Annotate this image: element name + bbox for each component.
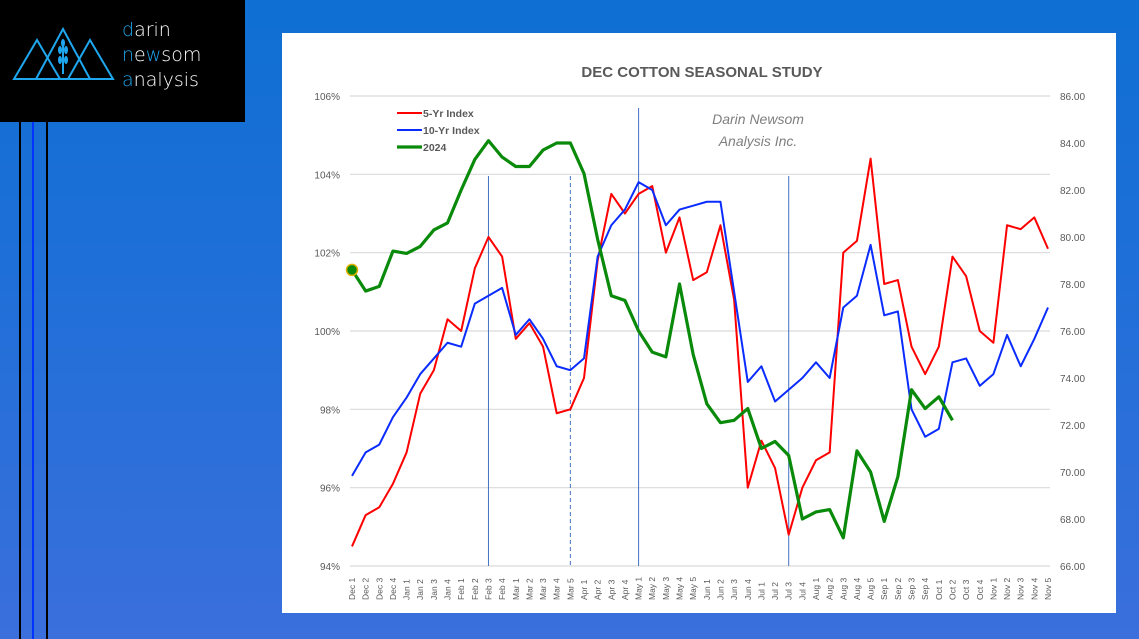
right-tick-label: 80.00 [1060,233,1085,244]
x-tick-label: May 5 [688,577,698,600]
x-tick-label: Mar 2 [524,578,534,600]
right-tick-label: 72.00 [1060,421,1085,432]
left-tick-label: 104% [314,170,340,181]
x-tick-label: Feb 2 [470,578,480,600]
x-tick-label: Dec 2 [361,578,371,600]
decor-line [19,122,21,639]
legend-label: 2024 [423,142,447,154]
x-tick-label: Apr 4 [620,579,630,600]
x-tick-label: Mar 4 [552,578,562,600]
logo-line-2: newsom [122,43,201,68]
chart-panel: DEC COTTON SEASONAL STUDY Darin Newsom A… [282,33,1116,613]
legend-label: 10-Yr Index [423,125,480,137]
logo: darin newsom analysis [0,0,245,122]
x-tick-label: Nov 4 [1029,578,1039,600]
legend-label: 5-Yr Index [423,108,474,120]
logo-letter: n [122,44,135,66]
x-tick-label: Feb 1 [456,578,466,600]
x-tick-label: Mar 5 [565,578,575,600]
x-tick-label: Sep 2 [893,578,903,600]
x-tick-label: Oct 2 [947,579,957,600]
x-tick-label: Oct 4 [975,579,985,600]
x-tick-label: Dec 4 [388,578,398,600]
x-tick-label: Jan 1 [402,579,412,600]
x-tick-label: Nov 5 [1043,578,1053,600]
x-tick-label: Dec 1 [347,578,357,600]
x-tick-label: Jun 4 [743,579,753,600]
right-tick-label: 66.00 [1060,562,1085,573]
x-tick-label: Jan 2 [415,579,425,600]
right-tick-label: 70.00 [1060,468,1085,479]
x-tick-label: Jul 4 [797,582,807,600]
x-tick-label: Jan 4 [443,579,453,600]
right-tick-label: 76.00 [1060,327,1085,338]
x-tick-label: Mar 1 [511,578,521,600]
x-tick-label: Jul 3 [784,582,794,600]
logo-letter: a [122,69,134,91]
x-tick-label: Jun 2 [715,579,725,600]
logo-text: arin [134,19,171,41]
x-tick-label: Apr 1 [579,579,589,600]
x-tick-label: Nov 2 [1002,578,1012,600]
x-tick-label: May 1 [634,577,644,600]
logo-text: e [134,44,146,66]
x-tick-label: Apr 3 [606,579,616,600]
start-point-marker [345,263,359,277]
x-tick-label: Aug 5 [866,578,876,600]
x-tick-label: Aug 1 [811,578,821,600]
x-tick-label: Jul 2 [770,582,780,600]
x-tick-label: Aug 3 [838,578,848,600]
logo-line-3: analysis [122,68,201,93]
watermark-line-1: Darin Newsom [712,111,804,127]
right-tick-label: 68.00 [1060,515,1085,526]
logo-letter: d [122,19,135,41]
x-tick-label: Sep 4 [920,578,930,600]
right-tick-label: 82.00 [1060,186,1085,197]
x-tick-label: Apr 2 [593,579,603,600]
chart-title: DEC COTTON SEASONAL STUDY [581,64,822,81]
x-tick-label: Aug 2 [825,578,835,600]
x-tick-label: May 2 [647,577,657,600]
x-tick-label: May 4 [675,577,685,600]
logo-text: som [161,44,202,66]
x-tick-label: Oct 3 [961,579,971,600]
x-tick-label: May 3 [661,577,671,600]
logo-line-1: darin [122,18,201,43]
left-tick-label: 106% [314,92,340,103]
x-tick-label: Nov 1 [988,578,998,600]
x-tick-label: Sep 1 [879,578,889,600]
right-tick-label: 78.00 [1060,280,1085,291]
logo-text: nalysis [133,69,199,91]
x-tick-label: Sep 3 [907,578,917,600]
x-tick-label: Jun 1 [702,579,712,600]
x-tick-label: Aug 4 [852,578,862,600]
decor-line [32,122,34,639]
watermark-line-2: Analysis Inc. [718,133,798,149]
x-tick-label: Jul 1 [756,582,766,600]
logo-letter: w [145,44,162,66]
x-tick-label: Mar 3 [538,578,548,600]
x-tick-label: Jan 3 [429,579,439,600]
left-tick-label: 100% [314,327,340,338]
x-tick-label: Feb 3 [483,578,493,600]
x-tick-label: Oct 1 [934,579,944,600]
decor-line [46,122,48,639]
series-line-5-yr-index [351,157,1049,547]
right-tick-label: 86.00 [1060,92,1085,103]
x-tick-label: Dec 3 [374,578,384,600]
right-tick-label: 74.00 [1060,374,1085,385]
x-tick-label: Nov 3 [1016,578,1026,600]
chart: DEC COTTON SEASONAL STUDY Darin Newsom A… [314,64,1085,600]
left-tick-label: 94% [320,562,340,573]
left-tick-label: 98% [320,405,340,416]
series-line-10-yr-index [351,181,1049,477]
left-tick-label: 102% [314,249,340,260]
mountain-wheat-logo-icon [12,26,115,80]
right-tick-label: 84.00 [1060,139,1085,150]
x-tick-label: Feb 4 [497,578,507,600]
x-tick-label: Jun 3 [729,579,739,600]
left-tick-label: 96% [320,484,340,495]
